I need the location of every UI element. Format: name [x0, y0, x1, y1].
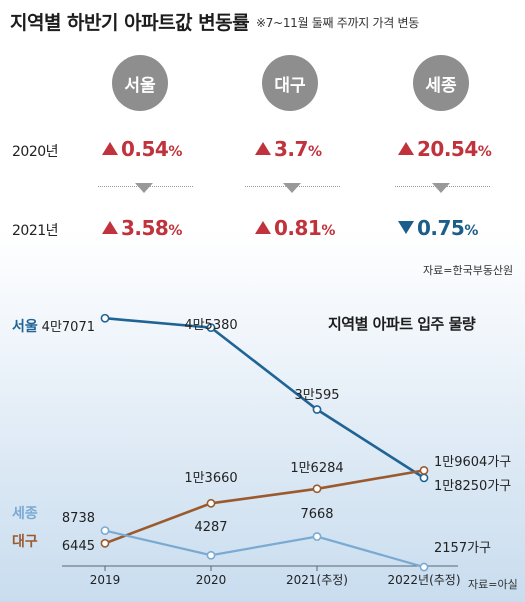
data-label-sejong: 8738	[62, 511, 95, 526]
data-point-daegu	[206, 498, 216, 508]
series-name-seoul: 서울	[12, 318, 38, 335]
data-point-sejong	[206, 550, 216, 560]
data-point-daegu	[419, 465, 429, 475]
data-label-seoul: 1만8250가구	[434, 479, 511, 494]
source-note-supply: 자료=아실	[468, 578, 518, 591]
up-arrow-icon	[398, 142, 414, 155]
data-label-daegu: 1만6284	[290, 461, 343, 476]
data-label-seoul: 4만7071	[42, 320, 95, 335]
x-tick-label: 2021(추정)	[286, 573, 348, 587]
data-point-seoul	[419, 473, 429, 483]
series-name-daegu: 대구	[12, 534, 38, 550]
data-label-sejong: 2157가구	[434, 541, 491, 556]
change-value-seoul-2020: 0.54%	[102, 137, 182, 161]
data-point-seoul	[312, 405, 322, 414]
up-arrow-icon	[102, 142, 118, 155]
series-name-sejong: 세종	[12, 506, 38, 522]
data-label-daegu: 6445	[62, 539, 95, 554]
change-value-daegu-2020: 3.7%	[255, 137, 322, 161]
series-line-daegu	[104, 469, 425, 545]
series-line-seoul	[104, 316, 425, 479]
change-value-seoul-2021: 3.58%	[102, 216, 182, 240]
data-point-sejong	[100, 526, 110, 535]
x-tick-label: 2022년(추정)	[387, 573, 460, 587]
data-label-sejong: 4287	[194, 520, 227, 535]
data-label-daegu: 1만9604가구	[434, 455, 511, 470]
region-badge-sejong: 세종	[413, 55, 469, 111]
data-point-sejong	[312, 532, 322, 541]
data-label-sejong: 7668	[300, 507, 333, 522]
chevron-down-icon	[135, 183, 153, 193]
region-badge-daegu: 대구	[262, 55, 318, 111]
year-label-2021: 2021년	[12, 223, 59, 239]
up-arrow-icon	[255, 142, 271, 155]
series-line-sejong	[104, 529, 425, 569]
down-arrow-icon	[398, 221, 414, 234]
data-label-seoul: 3만595	[294, 388, 339, 403]
data-point-seoul	[206, 323, 216, 332]
chevron-down-icon	[432, 183, 450, 193]
change-value-sejong-2021: 0.75%	[398, 216, 478, 240]
data-point-sejong	[419, 562, 429, 572]
chevron-down-icon	[283, 183, 301, 193]
x-tick-label: 2019	[90, 573, 121, 587]
up-arrow-icon	[102, 221, 118, 234]
up-arrow-icon	[255, 221, 271, 234]
page-subtitle: ※7~11월 둘째 주까지 가격 변동	[256, 16, 419, 30]
data-point-daegu	[312, 484, 322, 494]
change-value-sejong-2020: 20.54%	[398, 137, 492, 161]
page-title: 지역별 하반기 아파트값 변동률	[10, 12, 250, 34]
data-label-seoul: 4만5380	[184, 318, 237, 333]
region-badge-seoul: 서울	[112, 55, 168, 111]
chart-title: 지역별 아파트 입주 물량	[328, 315, 476, 333]
data-point-seoul	[100, 313, 110, 323]
data-label-daegu: 1만3660	[184, 471, 237, 486]
source-note-price: 자료=한국부동산원	[423, 264, 514, 277]
data-point-daegu	[100, 538, 110, 548]
x-tick-label: 2020	[196, 573, 227, 587]
year-label-2020: 2020년	[12, 144, 59, 160]
change-value-daegu-2021: 0.81%	[255, 216, 335, 240]
